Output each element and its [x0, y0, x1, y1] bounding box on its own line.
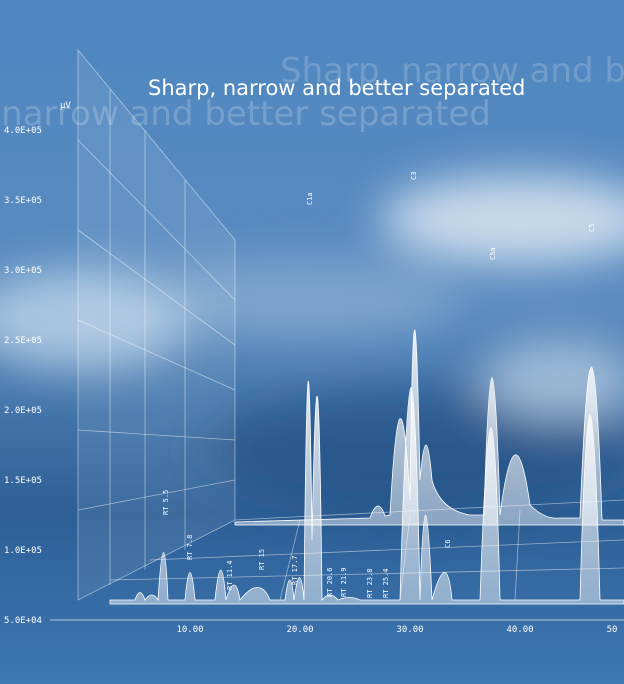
peak-label: RT 17.7: [291, 555, 299, 585]
peak-label: RT 5.5: [162, 490, 170, 515]
title: Sharp, narrow and better separated: [148, 76, 525, 100]
peak-label: RT 11.4: [226, 560, 234, 590]
x-axis-label: 50: [607, 625, 618, 635]
unit-label: µV: [60, 101, 71, 111]
ghost-title: Sharp, narrow and better separated: [280, 51, 624, 91]
peak-label: C5a: [489, 247, 497, 260]
peak-label: C5: [588, 224, 596, 232]
peak-label: RT 25.4: [382, 568, 390, 598]
peak-label: RT 20.6: [326, 567, 334, 597]
peak-label: C1a: [306, 192, 314, 205]
x-axis-label: 20.00: [286, 625, 313, 635]
grid: [77, 48, 624, 601]
y-axis-label: 4.0E+05: [4, 126, 42, 136]
peak-label: RT 7.8: [186, 535, 194, 560]
peak-label: RT 21.9: [340, 567, 348, 597]
x-axis-label: 40.00: [506, 625, 533, 635]
y-axis-label: 3.5E+05: [4, 196, 42, 206]
x-axis-label: 30.00: [396, 625, 423, 635]
y-axis-label: 1.5E+05: [4, 476, 42, 486]
peak-label: C6: [444, 540, 452, 548]
ghost-title: Sharp, narrow and better separated: [0, 94, 491, 134]
labels: 4.0E+05 3.5E+05 3.0E+05 2.5E+05 2.0E+05 1.5E+…: [4, 126, 617, 635]
peak-label: RT 23.8: [366, 568, 374, 598]
peak-label: RT 15: [258, 549, 266, 570]
y-axis-label: 5.0E+04: [4, 616, 42, 626]
y-axis-label: 1.0E+05: [4, 546, 42, 556]
x-axis-label: 10.00: [176, 625, 203, 635]
y-axis-label: 2.5E+05: [4, 336, 42, 346]
y-axis-label: 2.0E+05: [4, 406, 42, 416]
y-axis-label: 3.0E+05: [4, 266, 42, 276]
front-chromatogram: [109, 381, 624, 605]
peak-label: C3: [410, 172, 418, 180]
